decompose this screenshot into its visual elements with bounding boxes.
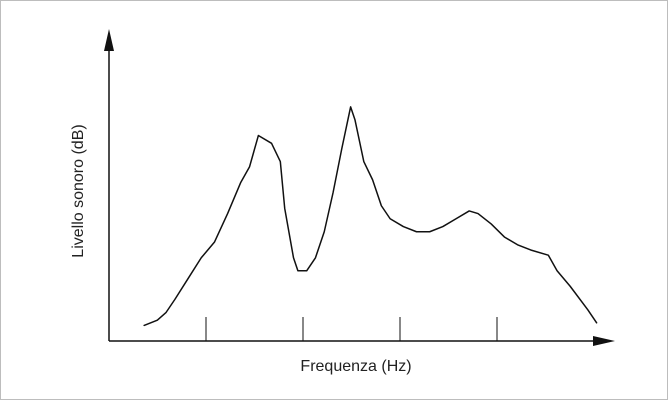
x-axis-arrow-icon <box>593 336 615 346</box>
y-axis-label: Livello sonoro (dB) <box>70 124 87 257</box>
x-axis-ticks <box>205 317 498 341</box>
series-line <box>143 106 598 327</box>
y-axis-arrow-icon <box>104 29 114 51</box>
x-axis-label: Frequenza (Hz) <box>300 358 411 375</box>
